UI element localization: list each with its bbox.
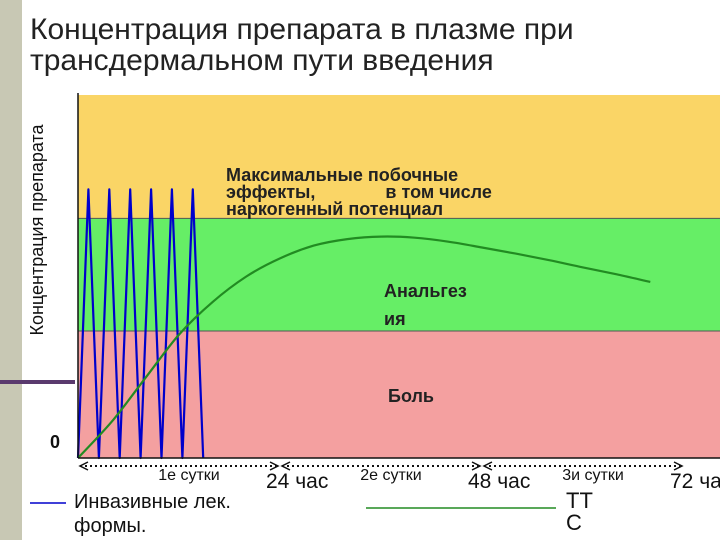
zone-label-2-line-0: Боль bbox=[388, 386, 434, 406]
legend-invasive-line-1: Инвазивные лек. bbox=[74, 491, 231, 513]
zone-label-1-line-1: ия bbox=[384, 309, 406, 329]
slide-accent-bar bbox=[0, 0, 22, 540]
x-day-label-2: 3и сутки bbox=[562, 467, 624, 484]
legend-invasive-line-2: формы. bbox=[74, 515, 147, 537]
title-line-2: трансдермальном пути введения bbox=[30, 44, 494, 77]
day-bracket-1-arrow-left bbox=[280, 461, 291, 471]
x-tick-label-2: 72 час bbox=[670, 470, 720, 493]
x-day-label-1: 2е сутки bbox=[360, 467, 422, 484]
zone-label-0-line-1: эффекты, в том числе bbox=[226, 182, 492, 202]
legend-ttc-line-2: C bbox=[566, 510, 582, 535]
day-bracket-0-arrow-left bbox=[78, 461, 89, 471]
zero-label: 0 bbox=[50, 432, 60, 452]
zone-label-0-line-0: Максимальные побочные bbox=[226, 165, 458, 185]
slide-title: Концентрация препарата в плазме при тран… bbox=[30, 14, 690, 76]
x-day-label-0: 1е сутки bbox=[158, 467, 220, 484]
zone-band-0 bbox=[78, 95, 720, 219]
day-bracket-0-arrow-right bbox=[269, 461, 280, 471]
series-ttc-curve bbox=[77, 235, 651, 459]
day-bracket-2-arrow-right bbox=[673, 461, 684, 471]
day-bracket-2-arrow-left bbox=[482, 461, 493, 471]
legend-ttc-label: TT C bbox=[566, 490, 593, 534]
x-tick-label-0: 24 час bbox=[266, 470, 328, 493]
day-bracket-1-arrow-right bbox=[471, 461, 482, 471]
slide-accent-tick bbox=[0, 380, 75, 384]
legend-invasive-label: Инвазивные лек. формы. bbox=[74, 490, 231, 538]
zone-label-0-line-2: наркогенный потенциал bbox=[226, 199, 443, 219]
x-tick-label-1: 48 час bbox=[468, 470, 530, 493]
zone-label-1-line-0: Анальгез bbox=[384, 281, 467, 301]
title-line-1: Концентрация препарата в плазме при bbox=[30, 13, 574, 46]
legend-ttc-line-1: TT bbox=[566, 488, 593, 513]
